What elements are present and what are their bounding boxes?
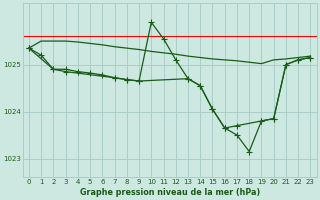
X-axis label: Graphe pression niveau de la mer (hPa): Graphe pression niveau de la mer (hPa): [79, 188, 260, 197]
